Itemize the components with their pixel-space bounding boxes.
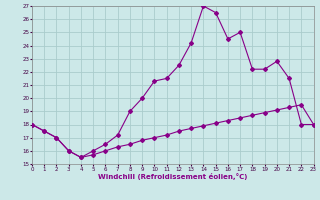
X-axis label: Windchill (Refroidissement éolien,°C): Windchill (Refroidissement éolien,°C) xyxy=(98,173,247,180)
